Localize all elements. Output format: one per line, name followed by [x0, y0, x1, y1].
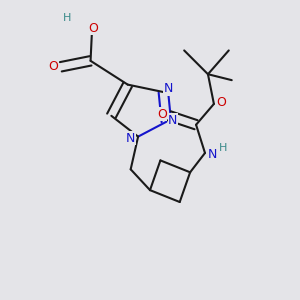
Text: H: H	[63, 13, 71, 23]
Text: O: O	[157, 108, 167, 121]
Text: O: O	[88, 22, 98, 34]
Text: N: N	[168, 114, 178, 127]
Text: N: N	[126, 132, 135, 145]
Text: H: H	[219, 142, 228, 153]
Text: N: N	[208, 148, 217, 161]
Text: O: O	[49, 60, 58, 73]
Text: O: O	[216, 96, 226, 109]
Text: N: N	[164, 82, 173, 95]
